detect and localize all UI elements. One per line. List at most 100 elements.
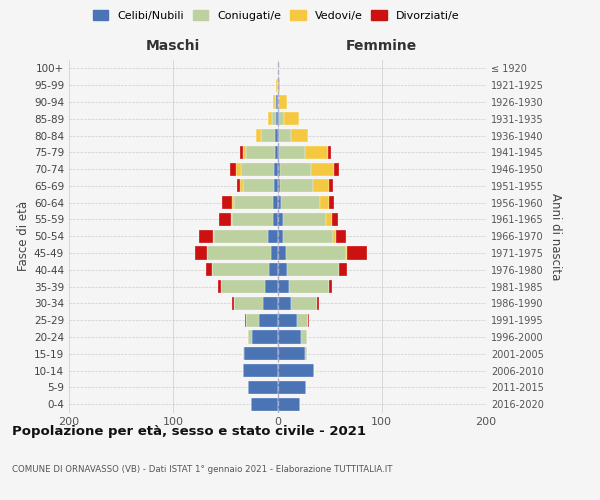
Bar (222, 196, 232, 209)
Bar (243, 364, 277, 377)
Bar (281, 196, 320, 209)
Bar (329, 196, 334, 209)
Bar (274, 96, 275, 108)
Bar (277, 62, 278, 75)
Bar (240, 146, 243, 159)
Text: Femmine: Femmine (346, 39, 418, 53)
Bar (232, 297, 234, 310)
Bar (284, 112, 299, 126)
Bar (274, 180, 277, 192)
Bar (280, 180, 313, 192)
Bar (291, 129, 308, 142)
Bar (277, 162, 280, 175)
Bar (214, 230, 268, 243)
Bar (244, 347, 277, 360)
Bar (232, 196, 234, 209)
Bar (277, 78, 280, 92)
Bar (277, 146, 278, 159)
Bar (305, 347, 307, 360)
Bar (256, 129, 261, 142)
Bar (261, 129, 275, 142)
Bar (277, 347, 305, 360)
Bar (206, 264, 212, 276)
Bar (277, 297, 291, 310)
Bar (280, 162, 311, 175)
Bar (275, 129, 277, 142)
Bar (269, 264, 277, 276)
Bar (243, 347, 244, 360)
Bar (289, 280, 329, 293)
Bar (278, 112, 284, 126)
Bar (277, 381, 305, 394)
Bar (246, 146, 275, 159)
Bar (277, 230, 283, 243)
Bar (230, 162, 236, 175)
Bar (298, 314, 308, 326)
Bar (333, 230, 336, 243)
Bar (305, 146, 328, 159)
Bar (277, 180, 280, 192)
Bar (329, 180, 333, 192)
Bar (236, 162, 241, 175)
Legend: Celibi/Nubili, Coniugati/e, Vedovi/e, Divorziati/e: Celibi/Nubili, Coniugati/e, Vedovi/e, Di… (88, 6, 464, 25)
Bar (218, 280, 221, 293)
Text: Popolazione per età, sesso e stato civile - 2021: Popolazione per età, sesso e stato civil… (12, 425, 366, 438)
Bar (246, 314, 259, 326)
Bar (277, 213, 283, 226)
Bar (329, 280, 332, 293)
Text: Maschi: Maschi (146, 39, 200, 53)
Bar (265, 280, 277, 293)
Bar (336, 230, 346, 243)
Bar (243, 180, 274, 192)
Bar (277, 129, 278, 142)
Bar (328, 146, 331, 159)
Bar (301, 330, 307, 344)
Bar (278, 96, 287, 108)
Bar (199, 230, 213, 243)
Bar (263, 297, 277, 310)
Bar (277, 330, 301, 344)
Bar (274, 196, 277, 209)
Bar (320, 196, 329, 209)
Y-axis label: Anni di nascita: Anni di nascita (549, 192, 562, 280)
Bar (339, 264, 347, 276)
Bar (275, 96, 277, 108)
Bar (241, 162, 274, 175)
Bar (240, 180, 243, 192)
Bar (286, 246, 346, 260)
Bar (278, 146, 305, 159)
Bar (278, 129, 291, 142)
Bar (248, 381, 277, 394)
Bar (268, 112, 272, 126)
Bar (308, 314, 309, 326)
Bar (253, 330, 277, 344)
Bar (230, 213, 232, 226)
Bar (221, 280, 265, 293)
Bar (251, 398, 277, 410)
Bar (347, 246, 367, 260)
Bar (277, 280, 289, 293)
Bar (287, 264, 339, 276)
Bar (332, 213, 338, 226)
Bar (195, 246, 206, 260)
Bar (277, 364, 314, 377)
Bar (311, 162, 334, 175)
Bar (277, 112, 278, 126)
Bar (277, 246, 286, 260)
Bar (271, 246, 277, 260)
Bar (272, 112, 277, 126)
Bar (334, 162, 339, 175)
Bar (274, 162, 277, 175)
Bar (326, 213, 332, 226)
Bar (206, 246, 271, 260)
Bar (268, 230, 277, 243)
Y-axis label: Fasce di età: Fasce di età (17, 201, 30, 272)
Bar (248, 330, 253, 344)
Bar (277, 398, 301, 410)
Bar (283, 230, 333, 243)
Bar (274, 213, 277, 226)
Bar (232, 213, 274, 226)
Bar (275, 146, 277, 159)
Bar (234, 196, 274, 209)
Text: COMUNE DI ORNAVASSO (VB) - Dati ISTAT 1° gennaio 2021 - Elaborazione TUTTITALIA.: COMUNE DI ORNAVASSO (VB) - Dati ISTAT 1°… (12, 466, 392, 474)
